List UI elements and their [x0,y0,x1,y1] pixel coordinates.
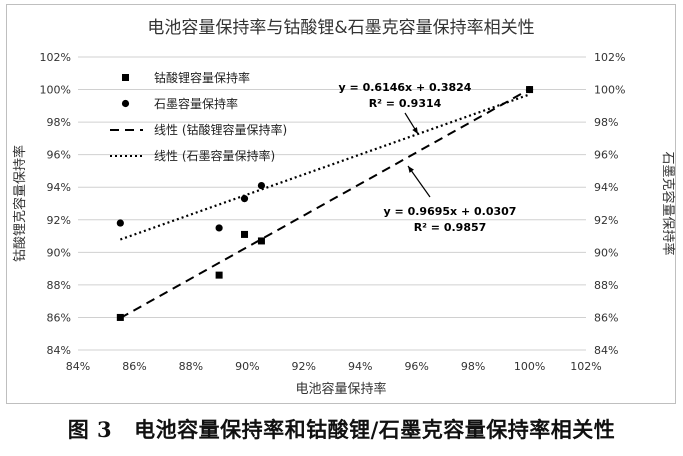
data-point-circle [525,85,534,94]
y-right-tick-label: 88% [594,279,618,292]
trendline [119,88,531,319]
data-point-square [241,230,249,238]
chart-frame [6,4,676,404]
x-tick-label: 98% [461,360,485,373]
y-right-tick-label: 98% [594,116,618,129]
figure-caption-text: 电池容量保持率和钴酸锂/石墨克容量保持率相关性 [134,417,616,442]
legend-marker-square [122,74,129,81]
data-point-circle [257,181,266,190]
y-left-tick-label: 86% [47,311,71,324]
x-tick-label: 86% [122,360,146,373]
trendline-equation: y = 0.9695x + 0.0307 [384,205,517,218]
y-right-tick-label: 100% [594,84,625,97]
y-left-tick-label: 98% [47,116,71,129]
x-tick-label: 100% [514,360,545,373]
y-right-tick-label: 92% [594,214,618,227]
x-tick-label: 96% [404,360,428,373]
y-left-tick-label: 96% [47,149,71,162]
legend-label: 线性 (石墨容量保持率) [154,148,275,163]
x-tick-label: 90% [235,360,259,373]
data-point-circle [215,224,223,232]
figure-number: 图 3 [67,417,113,442]
y-left-tick-label: 102% [40,51,71,64]
y-right-tick-label: 102% [594,51,625,64]
y-left-tick-label: 88% [47,279,71,292]
y-left-tick-label: 94% [47,181,71,194]
x-tick-label: 102% [570,360,601,373]
x-tick-label: 84% [66,360,90,373]
y-right-axis-title: 石墨克容量保持率 [660,151,676,255]
equation-arrow-head [412,127,418,134]
trendline-r-squared: R² = 0.9314 [369,97,442,110]
y-left-tick-label: 100% [40,84,71,97]
trendline [119,93,530,241]
data-point-circle [240,195,249,203]
y-right-tick-label: 94% [594,181,618,194]
x-tick-label: 88% [179,360,203,373]
x-tick-label: 92% [292,360,316,373]
legend-marker-circle [121,99,130,108]
data-point-square [257,237,265,245]
figure-caption: 图 3 电池容量保持率和钴酸锂/石墨克容量保持率相关性 [0,414,683,444]
data-point-circle [116,219,124,227]
x-axis-title: 电池容量保持率 [295,381,386,397]
trendline-equation: y = 0.6146x + 0.3824 [339,81,472,94]
legend-label: 钴酸锂容量保持率 [154,70,250,85]
chart-title: 电池容量保持率与钴酸锂&石墨克容量保持率相关性 [147,18,534,38]
equation-arrow-head [408,166,414,173]
y-left-tick-label: 92% [47,214,71,227]
data-point-square [215,271,223,279]
y-left-tick-label: 90% [47,246,71,259]
correlation-chart: 电池容量保持率与钴酸锂&石墨克容量保持率相关性 84% 84% 86% 86% 88% 88… [12,18,676,397]
legend-label: 石墨容量保持率 [154,96,238,111]
y-right-tick-label: 86% [594,311,618,324]
y-left-axis-title: 钴酸锂克容量保持率 [12,145,28,262]
trendline-r-squared: R² = 0.9857 [414,221,487,234]
y-right-tick-label: 96% [594,149,618,162]
y-right-tick-label: 90% [594,246,618,259]
x-tick-label: 94% [348,360,372,373]
data-point-square [116,313,124,321]
y-left-tick-label: 84% [47,344,71,357]
legend-label: 线性 (钴酸锂容量保持率) [154,122,287,137]
y-right-tick-label: 84% [594,344,618,357]
